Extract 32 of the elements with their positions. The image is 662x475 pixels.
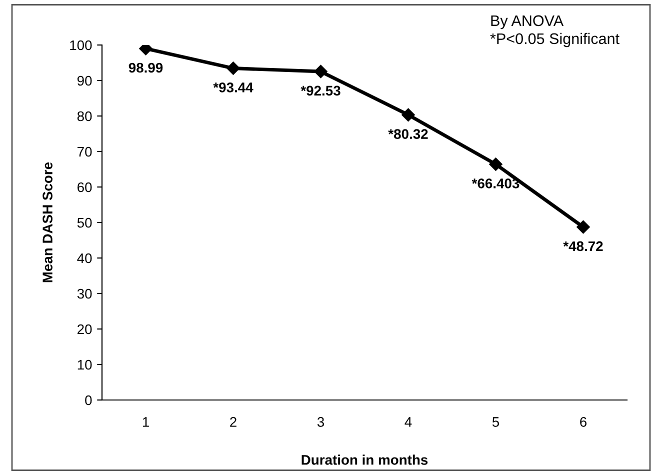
data-label: *48.72 [563,241,603,252]
y-tick-label: 0 [85,395,92,406]
point [226,62,240,75]
data-label: *80.32 [388,129,428,139]
y-axis-title: Mean DASH Score [42,162,52,282]
x-tick-label: 4 [404,417,412,427]
data-label: *66.403 [472,178,520,188]
data-label: *92.53 [300,86,340,96]
y-tick-label: 60 [78,182,92,192]
y-tick-label: 30 [77,288,92,299]
y-tick-label: 80 [77,111,92,122]
x-tick-label: 1 [142,417,149,427]
x-tick-label: 2 [230,417,236,427]
y-tick-label: 10 [78,360,92,370]
x-tick-label: 6 [580,417,586,427]
x-tick-label: 3 [317,417,324,427]
annotation: *P<0.05 Significant [490,32,620,48]
point [489,158,502,171]
point [314,64,328,78]
y-tick-label: 70 [78,146,92,157]
point [576,220,590,234]
y-tick-label: 100 [70,40,92,50]
text: By ANOVA [491,15,564,30]
x-tick-label: 5 [492,417,500,427]
data-label: 98.99 [128,62,163,73]
y-tick-label: 40 [77,253,92,264]
y-tick-label: 50 [77,218,92,228]
data-label: *93.44 [213,82,254,92]
y-tick-label: 90 [77,76,92,86]
x-axis-title: Duration in months [302,454,428,465]
point [402,108,415,122]
y-tick-label: 20 [78,324,92,334]
